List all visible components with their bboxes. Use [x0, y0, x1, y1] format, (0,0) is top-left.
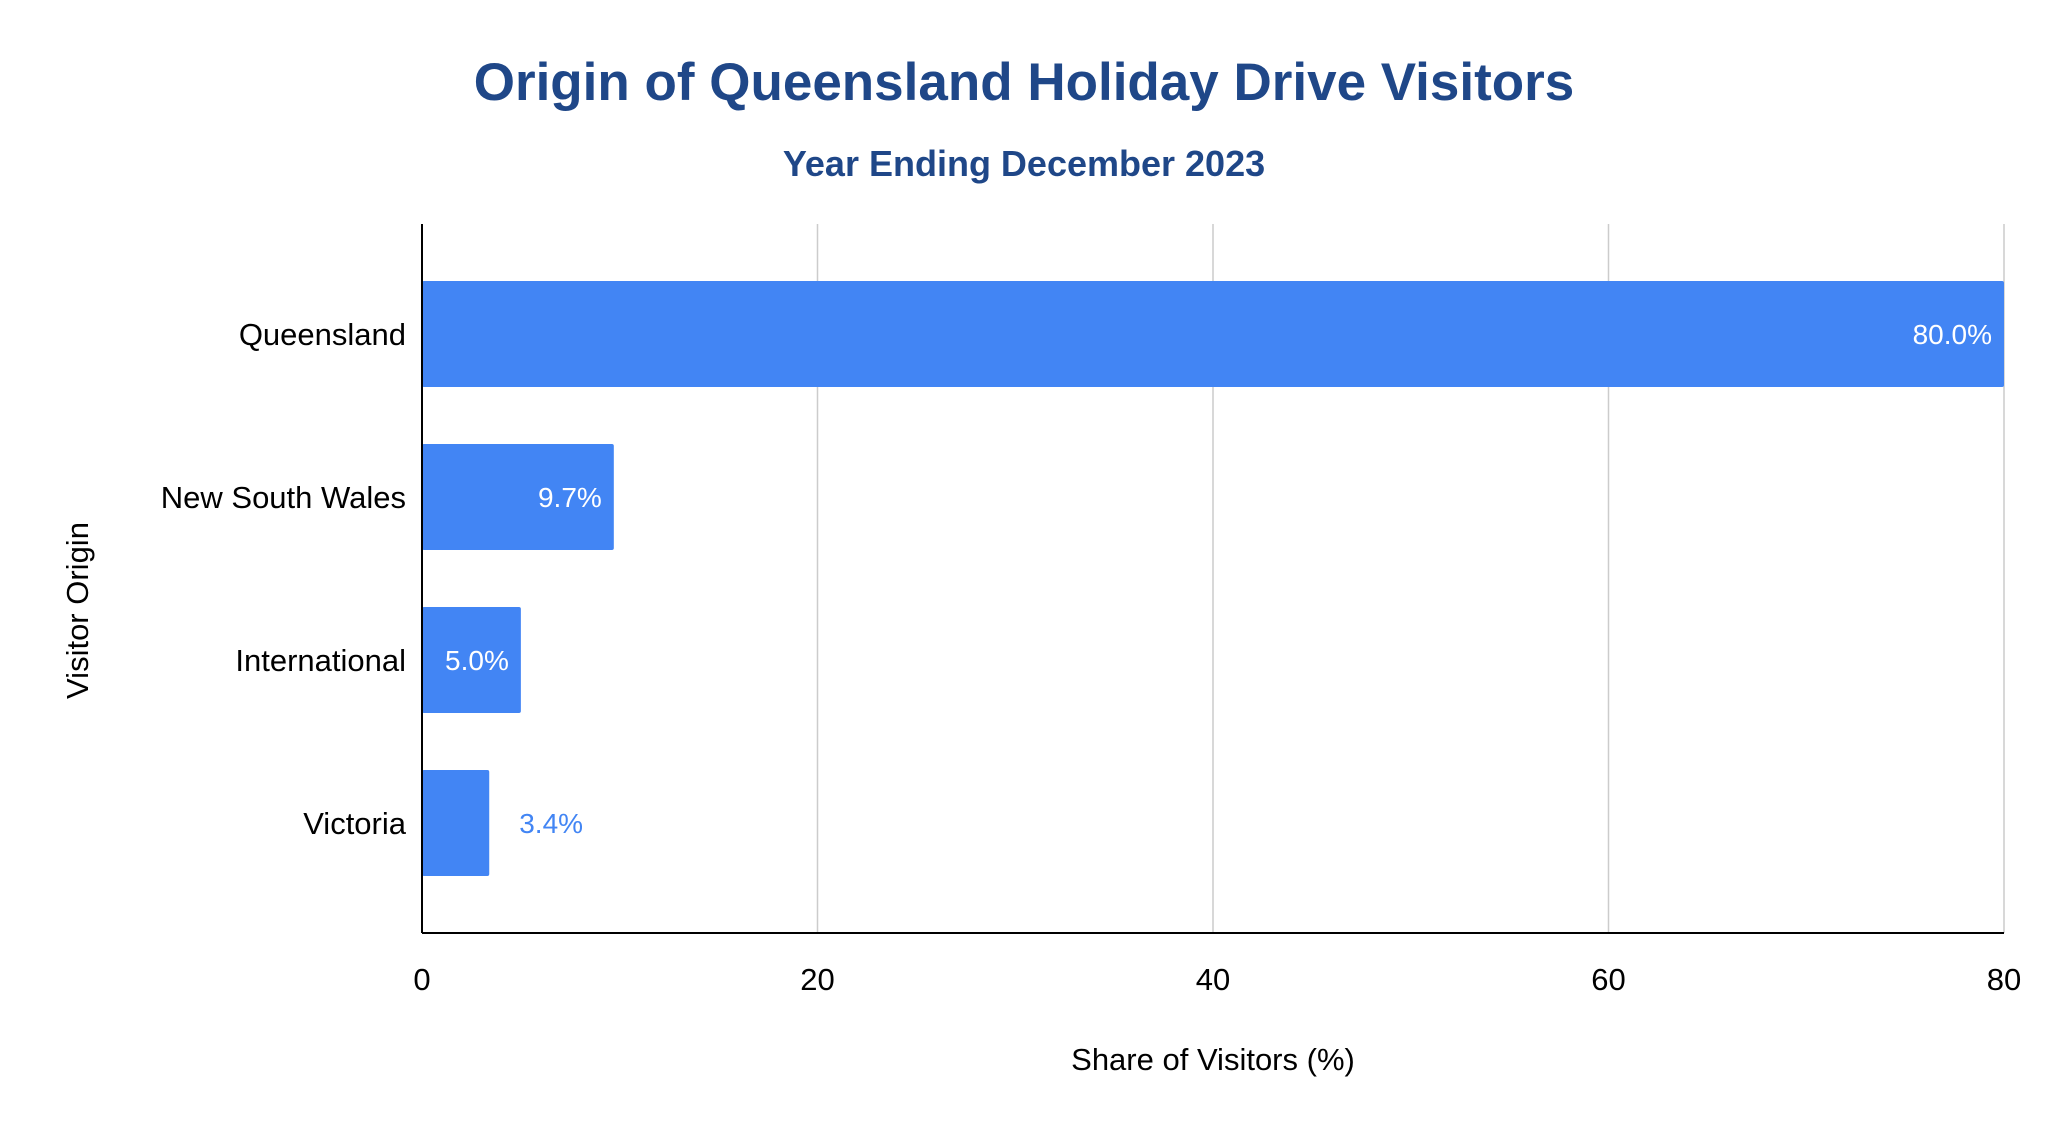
- x-tick-labels: 0 20 40 60 80: [413, 962, 2021, 997]
- bars: [422, 281, 2004, 876]
- category-label: New South Wales: [161, 480, 406, 515]
- bar-new-south-wales: [422, 444, 614, 550]
- bar-queensland: [422, 281, 2004, 387]
- bar-international: [422, 607, 521, 713]
- category-label: Victoria: [303, 806, 407, 841]
- chart-subtitle: Year Ending December 2023: [782, 143, 1266, 184]
- x-tick-label: 80: [1987, 962, 2021, 997]
- data-labels: 80.0% 9.7% 5.0% 3.4%: [445, 319, 1992, 839]
- x-axis-title: Share of Visitors (%): [1071, 1042, 1355, 1077]
- bar-victoria: [422, 770, 490, 876]
- axes: [421, 224, 2004, 934]
- x-tick-label: 0: [413, 962, 430, 997]
- x-tick-label: 60: [1591, 962, 1625, 997]
- data-label: 80.0%: [1913, 319, 1992, 350]
- category-label: International: [235, 643, 406, 678]
- x-tick-label: 40: [1196, 962, 1230, 997]
- chart-title: Origin of Queensland Holiday Drive Visit…: [473, 53, 1575, 112]
- category-labels: Queensland New South Wales International Vi…: [161, 317, 407, 841]
- x-tick-label: 20: [800, 962, 834, 997]
- data-label: 3.4%: [519, 808, 583, 839]
- data-label: 9.7%: [538, 482, 602, 513]
- y-axis-title: Visitor Origin: [60, 522, 95, 699]
- category-label: Queensland: [239, 317, 406, 352]
- data-label: 5.0%: [445, 645, 509, 676]
